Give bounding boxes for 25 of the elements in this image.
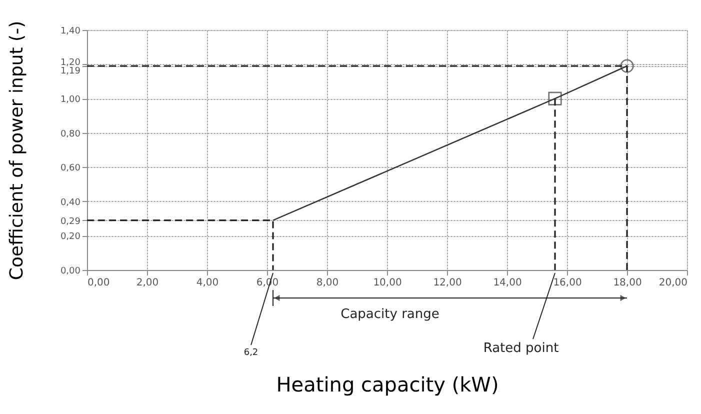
x-axis-title: Heating capacity (kW) <box>276 372 499 396</box>
y-tick-label: 0,20 <box>60 232 81 242</box>
x-tick-label: 2,00 <box>136 278 159 288</box>
y-axis-title: Coefficient of power input (-) <box>6 20 28 280</box>
annotation: 6,2 <box>244 348 258 358</box>
y-tick-label: 0,29 <box>60 216 81 227</box>
x-tick-label: 20,00 <box>658 278 688 288</box>
x-tick-label: 8,00 <box>316 278 339 288</box>
x-tick-label: 12,00 <box>433 278 462 288</box>
text: Capacity range <box>340 307 440 322</box>
x-tick-label: 18,00 <box>613 278 642 288</box>
y-tick-label: 0,40 <box>60 198 81 208</box>
x-tick-label: 0,00 <box>88 278 110 288</box>
y-tick-label: 1,40 <box>60 26 81 36</box>
x-tick-label: 16,00 <box>553 278 582 288</box>
annotation: Rated point <box>483 341 559 356</box>
y-tick-label: 1,00 <box>60 95 81 106</box>
x-tick-label: 14,00 <box>493 278 522 288</box>
y-tick-label: 0,80 <box>60 129 81 140</box>
y-tick-label: 0,60 <box>60 164 81 174</box>
x-tick-label: 4,00 <box>196 278 219 288</box>
x-tick-label: 10,00 <box>373 278 402 288</box>
y-tick-label: 1,20 <box>60 58 81 68</box>
y-tick-label: 1,19 <box>60 66 81 76</box>
y-tick-label: 0,00 <box>60 266 81 276</box>
